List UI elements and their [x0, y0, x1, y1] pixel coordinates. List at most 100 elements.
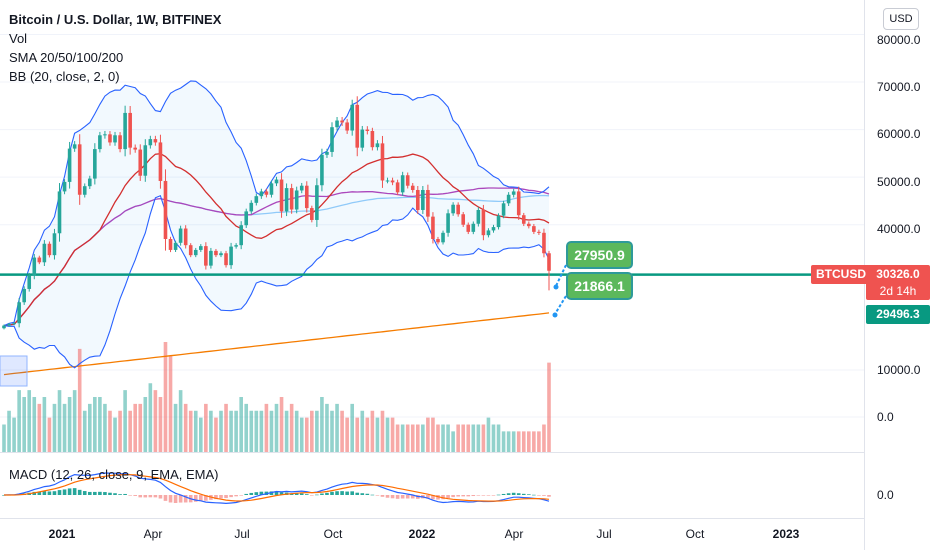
time-axis-label: Oct [324, 527, 343, 541]
macd-histogram-bar [113, 493, 117, 495]
volume-bar [123, 390, 127, 452]
callout-upper[interactable]: 27950.9 [566, 241, 633, 269]
macd-histogram-bar [133, 495, 138, 496]
macd-histogram-bar [304, 494, 309, 495]
volume-bar [93, 397, 97, 452]
callout-lower-anchor [552, 312, 558, 318]
currency-button[interactable]: USD [883, 8, 919, 30]
symbol-title[interactable]: Bitcoin / U.S. Dollar, 1W, BITFINEX [9, 12, 222, 27]
volume-bar [87, 403, 92, 452]
volume-bar [395, 424, 400, 452]
macd-histogram-bar [274, 491, 279, 495]
candle [188, 243, 193, 258]
bb-fill [4, 80, 549, 368]
candle [42, 240, 47, 267]
candle-body [395, 182, 400, 193]
candle-body [310, 208, 314, 220]
volume-bar [204, 403, 208, 452]
candle-body [380, 143, 385, 181]
candle-body [340, 120, 344, 123]
candle-body [421, 189, 425, 210]
volume-bar [37, 403, 42, 452]
candle [446, 209, 450, 237]
macd-histogram-bar [118, 494, 122, 495]
candle [279, 173, 284, 218]
candle [511, 188, 516, 198]
volume-bar [183, 403, 188, 452]
indicator-lines [0, 80, 864, 376]
volume-bar [345, 417, 349, 452]
volume-bar [516, 431, 521, 452]
macd-histogram-bar [320, 493, 324, 495]
macd-histogram-bar [395, 495, 400, 499]
macd-histogram-bar [229, 495, 233, 498]
macd-histogram-bar [128, 495, 132, 496]
macd-histogram-bar [542, 495, 546, 496]
volume-bar [57, 390, 62, 452]
macd-histogram-bar [249, 492, 254, 495]
candle [304, 181, 309, 213]
candle [395, 179, 400, 196]
macd-histogram-bar [486, 495, 491, 496]
candle-body [279, 179, 284, 212]
volume-bar [214, 417, 218, 452]
candle-body [224, 253, 228, 266]
macd-histogram-bar [461, 495, 466, 497]
macd-histogram-bar [380, 495, 385, 497]
volume-bar [335, 403, 339, 452]
candle-body [264, 191, 269, 195]
candle-body [426, 189, 430, 217]
legend-sma[interactable]: SMA 20/50/100/200 [9, 50, 124, 65]
candle-body [355, 104, 360, 148]
macd-histogram-bar [506, 493, 511, 495]
candle-body [188, 245, 193, 256]
candle [148, 135, 153, 149]
volume-bar [527, 431, 531, 452]
candle [547, 250, 551, 291]
volume-bar [128, 410, 132, 452]
volume-bar [532, 431, 536, 452]
macd-histogram-bar [57, 490, 62, 495]
macd-histogram-bar [67, 488, 72, 495]
candle-body [82, 186, 87, 195]
volume-bar [436, 424, 440, 452]
volume-bar [365, 417, 370, 452]
callout-lower-pointer [554, 295, 567, 315]
candle [481, 204, 486, 241]
candle [400, 171, 405, 196]
candle-body [42, 243, 47, 263]
candle-body [67, 148, 72, 182]
candle-body [27, 275, 32, 289]
candle-body [385, 180, 390, 182]
candle-body [163, 180, 168, 239]
volume-bar [163, 342, 168, 452]
volume-bar [113, 417, 117, 452]
candle-body [199, 246, 203, 250]
macd-histogram-bar [355, 492, 360, 495]
volume-bar [446, 424, 450, 452]
legend-macd[interactable]: MACD (12, 26, close, 9, EMA, EMA) [9, 467, 219, 482]
candle [52, 228, 57, 260]
candle [224, 250, 228, 268]
callout-lower[interactable]: 21866.1 [566, 272, 633, 300]
volume-bar [72, 390, 77, 452]
candle [98, 131, 102, 153]
candle-body [183, 228, 188, 246]
candle-body [17, 302, 21, 324]
candle [456, 202, 460, 217]
candle-body [537, 231, 541, 233]
candle-body [486, 230, 491, 236]
volume-bar [405, 424, 410, 452]
volume-bar [289, 403, 294, 452]
macd-histogram-bar [325, 492, 329, 495]
legend-vol[interactable]: Vol [9, 31, 28, 46]
candle [264, 188, 269, 198]
macd-signal-line [4, 473, 550, 502]
macd-histogram-bar [527, 494, 531, 495]
legend-bb[interactable]: BB (20, close, 2, 0) [9, 69, 120, 84]
candle [380, 135, 385, 188]
price-scale-label: 60000.0 [877, 127, 921, 141]
candle [325, 148, 329, 158]
candle [350, 99, 354, 136]
